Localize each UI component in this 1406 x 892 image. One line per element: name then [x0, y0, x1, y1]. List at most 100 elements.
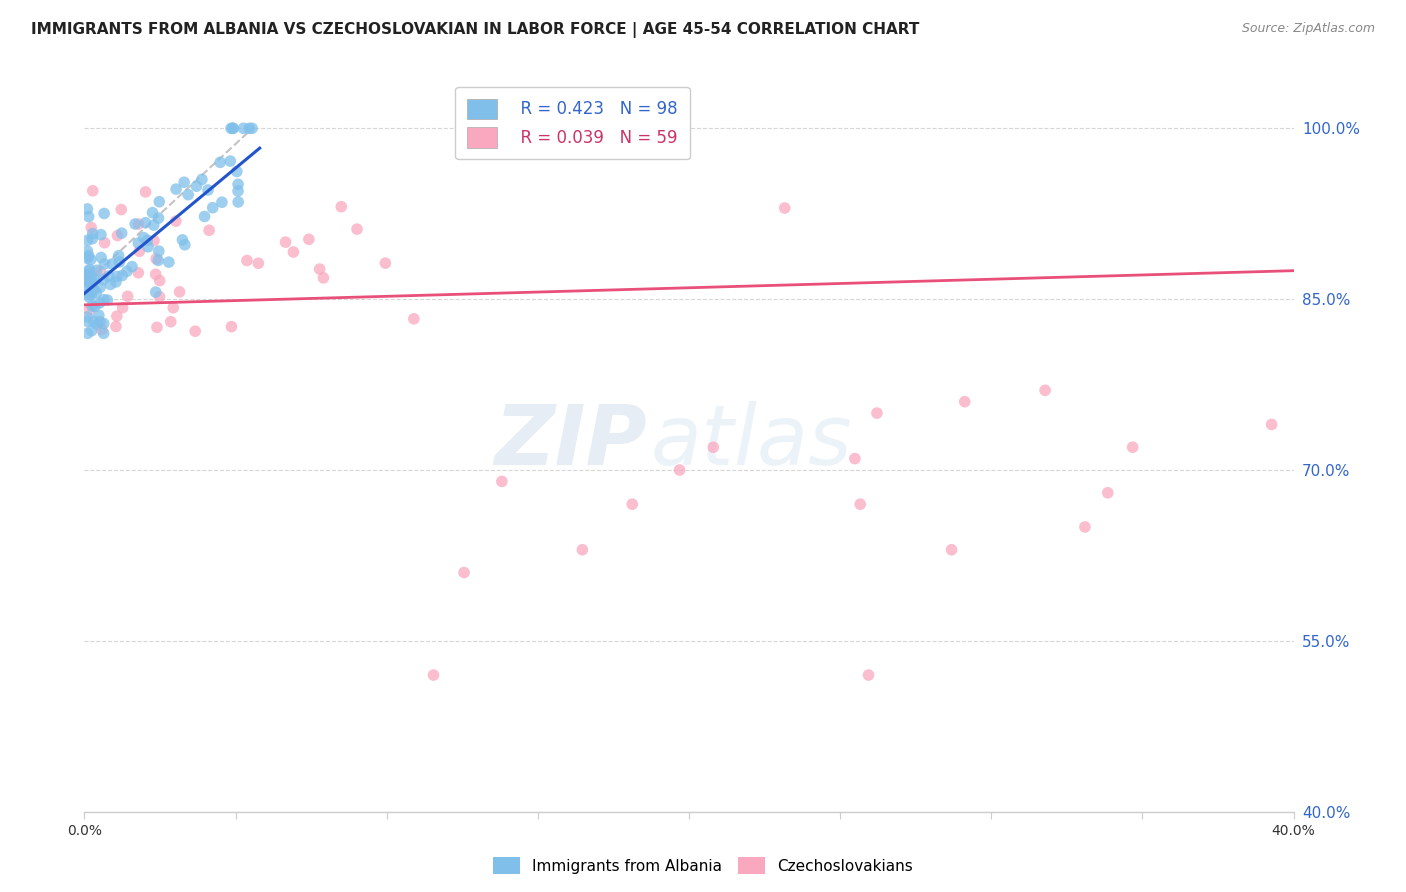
Point [226, 178, 249, 192]
Point [858, 668, 880, 682]
Point [117, 289, 139, 303]
Point [222, 121, 245, 136]
Point [93, 257, 115, 271]
Point [83, 283, 105, 297]
Legend: Immigrants from Albania, Czechoslovakians: Immigrants from Albania, Czechoslovakian… [486, 851, 920, 880]
Point [80, 220, 103, 235]
Point [177, 187, 200, 202]
Point [79, 262, 101, 277]
Point [148, 290, 170, 304]
Point [107, 228, 129, 243]
Point [89, 264, 111, 278]
Point [80, 275, 103, 289]
Point [111, 226, 134, 240]
Point [93, 206, 115, 220]
Point [76, 272, 98, 286]
Point [330, 200, 353, 214]
Point [105, 309, 128, 323]
Point [90, 251, 112, 265]
Point [146, 320, 169, 334]
Point [83, 272, 105, 286]
Point [101, 257, 124, 271]
Point [76, 314, 98, 328]
Point [221, 319, 243, 334]
Point [219, 154, 242, 169]
Point [77, 264, 100, 278]
Text: IMMIGRANTS FROM ALBANIA VS CZECHOSLOVAKIAN IN LABOR FORCE | AGE 45-54 CORRELATIO: IMMIGRANTS FROM ALBANIA VS CZECHOSLOVAKI… [31, 22, 920, 38]
Point [491, 475, 513, 489]
Point [374, 256, 396, 270]
Text: atlas: atlas [650, 401, 852, 482]
Point [80, 299, 103, 313]
Point [346, 222, 368, 236]
Point [143, 234, 166, 248]
Point [80, 270, 103, 285]
Point [77, 274, 100, 288]
Point [77, 277, 100, 291]
Point [621, 497, 644, 511]
Text: ZIP: ZIP [494, 401, 647, 482]
Point [104, 275, 127, 289]
Point [93, 326, 115, 341]
Point [121, 260, 143, 274]
Point [83, 299, 105, 313]
Point [128, 217, 150, 231]
Point [128, 244, 150, 259]
Point [225, 164, 247, 178]
Point [148, 253, 170, 268]
Point [222, 121, 245, 136]
Point [93, 272, 115, 286]
Point [165, 182, 187, 196]
Point [238, 121, 260, 136]
Point [90, 227, 112, 242]
Point [211, 195, 233, 210]
Point [173, 237, 195, 252]
Point [159, 315, 181, 329]
Point [136, 233, 159, 247]
Point [86, 263, 108, 277]
Point [76, 268, 98, 282]
Point [89, 315, 111, 329]
Point [80, 287, 103, 301]
Point [76, 244, 98, 258]
Point [274, 235, 297, 249]
Point [76, 282, 98, 296]
Point [111, 268, 134, 283]
Point [941, 542, 963, 557]
Point [93, 293, 115, 307]
Point [86, 285, 108, 300]
Point [93, 317, 115, 331]
Point [136, 240, 159, 254]
Point [90, 322, 112, 336]
Point [219, 121, 242, 136]
Point [96, 293, 118, 307]
Point [226, 194, 249, 209]
Point [145, 252, 167, 266]
Point [87, 309, 110, 323]
Point [172, 233, 194, 247]
Point [89, 280, 111, 294]
Point [77, 210, 100, 224]
Point [134, 216, 156, 230]
Point [148, 211, 170, 226]
Point [702, 440, 724, 454]
Point [105, 269, 128, 284]
Point [668, 463, 690, 477]
Point [198, 223, 221, 237]
Point [77, 303, 100, 318]
Point [165, 214, 187, 228]
Point [169, 285, 191, 299]
Point [127, 236, 149, 251]
Point [76, 252, 98, 266]
Point [173, 175, 195, 189]
Point [76, 326, 98, 341]
Point [77, 249, 100, 263]
Point [135, 185, 157, 199]
Point [1033, 384, 1056, 398]
Point [104, 319, 127, 334]
Point [283, 245, 305, 260]
Point [89, 296, 111, 310]
Point [132, 230, 155, 244]
Point [77, 287, 100, 301]
Point [571, 542, 593, 557]
